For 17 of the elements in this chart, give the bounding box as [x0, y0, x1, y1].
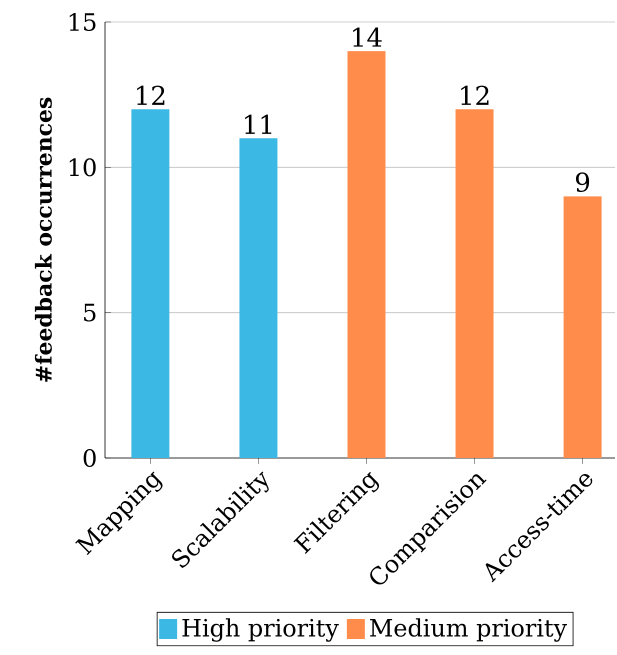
bar [456, 109, 494, 458]
bar [131, 109, 170, 458]
data-label: 12 [461, 86, 488, 105]
y-axis-title: #feedback occurrences [34, 98, 52, 382]
bar [564, 196, 602, 458]
legend-label: Medium priority [370, 618, 567, 642]
data-label: 12 [137, 86, 164, 105]
y-tick-label: 15 [70, 12, 96, 32]
data-label: 11 [245, 114, 272, 134]
y-tick-label: 5 [84, 304, 96, 322]
data-label: 14 [353, 27, 382, 47]
y-tick-label: 10 [70, 158, 96, 176]
bar [347, 51, 386, 458]
data-label: 9 [576, 172, 590, 192]
y-tick-label: 0 [84, 448, 96, 468]
bar [239, 138, 278, 458]
legend-label: High priority [182, 618, 339, 642]
